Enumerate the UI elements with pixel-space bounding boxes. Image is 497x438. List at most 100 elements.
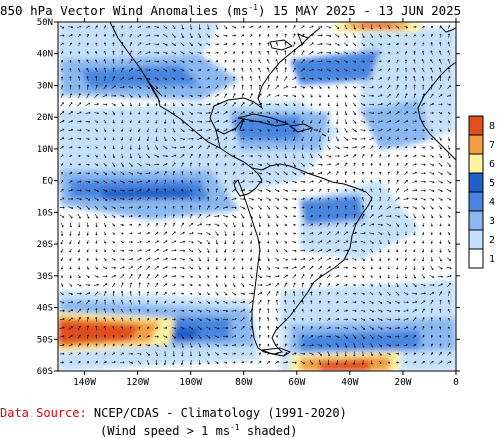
- wind-vector: [361, 42, 365, 46]
- wind-vector: [438, 197, 443, 201]
- wind-vector: [205, 223, 211, 226]
- wind-vector: [94, 197, 99, 201]
- wind-vector: [257, 163, 263, 166]
- colorbar-swatch: [468, 172, 484, 193]
- wind-vector: [361, 334, 365, 339]
- wind-vector: [85, 197, 91, 201]
- wind-vector: [138, 326, 141, 330]
- wind-vector: [129, 137, 132, 141]
- wind-vector: [188, 145, 194, 149]
- wind-vector: [128, 249, 134, 252]
- wind-vector: [301, 223, 305, 226]
- wind-vector: [396, 274, 399, 279]
- wind-vector: [94, 154, 98, 158]
- wind-vector: [301, 153, 305, 159]
- wind-vector: [412, 120, 417, 123]
- wind-vector: [267, 128, 270, 132]
- wind-vector: [78, 257, 81, 261]
- wind-vector: [224, 59, 227, 63]
- wind-vector: [189, 69, 193, 72]
- wind-vector: [163, 318, 167, 321]
- wind-vector: [395, 291, 400, 296]
- wind-vector: [309, 59, 314, 63]
- wind-vector: [283, 94, 288, 97]
- wind-vector: [231, 309, 237, 312]
- wind-vector: [163, 77, 167, 81]
- wind-vector: [111, 206, 116, 209]
- wind-vector: [207, 188, 210, 193]
- wind-vector: [112, 352, 116, 356]
- wind-vector: [360, 309, 366, 313]
- wind-vector: [395, 120, 400, 123]
- wind-vector: [112, 145, 115, 150]
- wind-vector: [404, 67, 408, 73]
- wind-vector: [274, 188, 280, 192]
- wind-vector: [394, 309, 401, 313]
- wind-vector: [68, 309, 74, 313]
- wind-vector: [128, 162, 133, 167]
- wind-vector: [214, 214, 220, 218]
- wind-vector: [137, 25, 142, 29]
- wind-vector: [439, 326, 442, 330]
- data-source: Data Source: NCEP/CDAS - Climatology (19…: [0, 407, 347, 420]
- wind-vector: [180, 128, 185, 133]
- wind-vector: [387, 283, 391, 288]
- wind-vector: [231, 25, 237, 29]
- wind-vector: [85, 102, 91, 107]
- wind-vector: [95, 343, 98, 347]
- wind-vector: [378, 300, 383, 304]
- wind-vector: [404, 222, 408, 228]
- wind-vector: [395, 188, 399, 193]
- wind-vector: [205, 120, 211, 123]
- wind-vector: [267, 137, 270, 141]
- wind-vector: [413, 34, 416, 37]
- wind-vector: [231, 301, 237, 304]
- wind-vector: [403, 206, 409, 209]
- wind-vector: [164, 85, 167, 89]
- wind-vector: [111, 258, 116, 261]
- wind-vector: [335, 309, 339, 312]
- wind-vector: [207, 248, 210, 253]
- wind-vector: [369, 120, 375, 123]
- wind-vector: [412, 292, 418, 295]
- wind-vector: [387, 51, 391, 54]
- wind-vector: [154, 231, 159, 236]
- wind-vector: [172, 77, 176, 81]
- wind-vector: [111, 189, 117, 192]
- wind-vector: [197, 51, 202, 55]
- wind-vector: [102, 197, 108, 201]
- wind-vector: [266, 94, 271, 98]
- wind-vector: [77, 146, 81, 149]
- wind-vector: [343, 231, 348, 236]
- wind-vector: [430, 129, 434, 132]
- wind-vector: [248, 180, 254, 183]
- wind-vector: [396, 282, 399, 288]
- wind-vector: [198, 274, 201, 279]
- wind-vector: [395, 111, 400, 115]
- wind-vector: [404, 344, 408, 347]
- wind-vector: [430, 335, 433, 339]
- wind-vector: [112, 119, 115, 124]
- wind-vector: [318, 136, 321, 142]
- wind-vector: [68, 197, 74, 201]
- colorbar-swatch: [468, 210, 484, 231]
- wind-vector: [224, 248, 227, 253]
- wind-vector: [352, 318, 357, 321]
- wind-vector: [292, 206, 297, 209]
- wind-vector: [343, 275, 348, 278]
- wind-vector: [163, 283, 168, 287]
- wind-vector: [404, 231, 408, 236]
- wind-vector: [162, 257, 168, 261]
- wind-vector: [370, 283, 373, 287]
- wind-vector: [77, 163, 81, 166]
- wind-vector: [164, 197, 167, 201]
- wind-vector: [421, 155, 426, 158]
- wind-vector: [310, 144, 313, 150]
- wind-vector: [379, 188, 382, 193]
- wind-vector: [430, 214, 434, 219]
- wind-vector: [128, 257, 134, 261]
- wind-vector: [319, 144, 322, 151]
- wind-vector: [78, 248, 81, 253]
- wind-vector: [352, 275, 357, 278]
- wind-vector: [215, 171, 218, 175]
